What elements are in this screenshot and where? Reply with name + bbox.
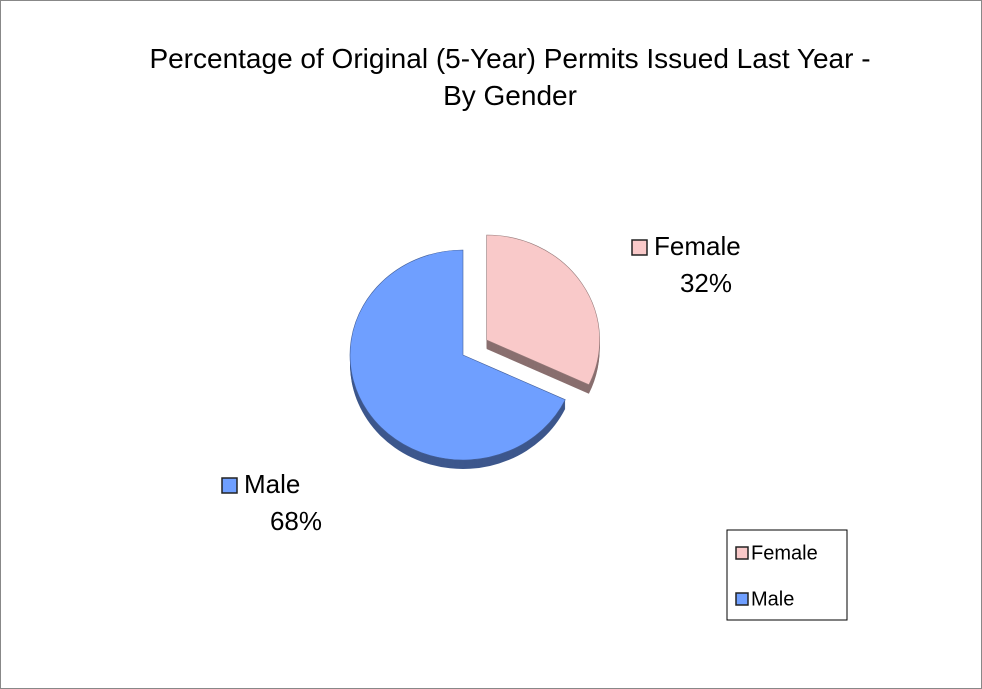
legend: Female Male bbox=[726, 529, 848, 621]
legend-swatch bbox=[735, 546, 749, 560]
data-label-category: Male bbox=[244, 469, 300, 499]
slice bbox=[486, 234, 600, 386]
legend-swatch bbox=[735, 592, 749, 606]
legend-label: Female bbox=[751, 542, 818, 564]
data-label-category: Female bbox=[654, 231, 741, 261]
chart-title: Percentage of Original (5-Year) Permits … bbox=[149, 43, 871, 111]
data-label-value: 68% bbox=[270, 506, 322, 536]
slice bbox=[349, 249, 566, 461]
label-swatch bbox=[221, 477, 238, 494]
legend-label: Male bbox=[751, 588, 794, 610]
label-swatch bbox=[631, 239, 648, 256]
data-label-value: 32% bbox=[680, 268, 732, 298]
